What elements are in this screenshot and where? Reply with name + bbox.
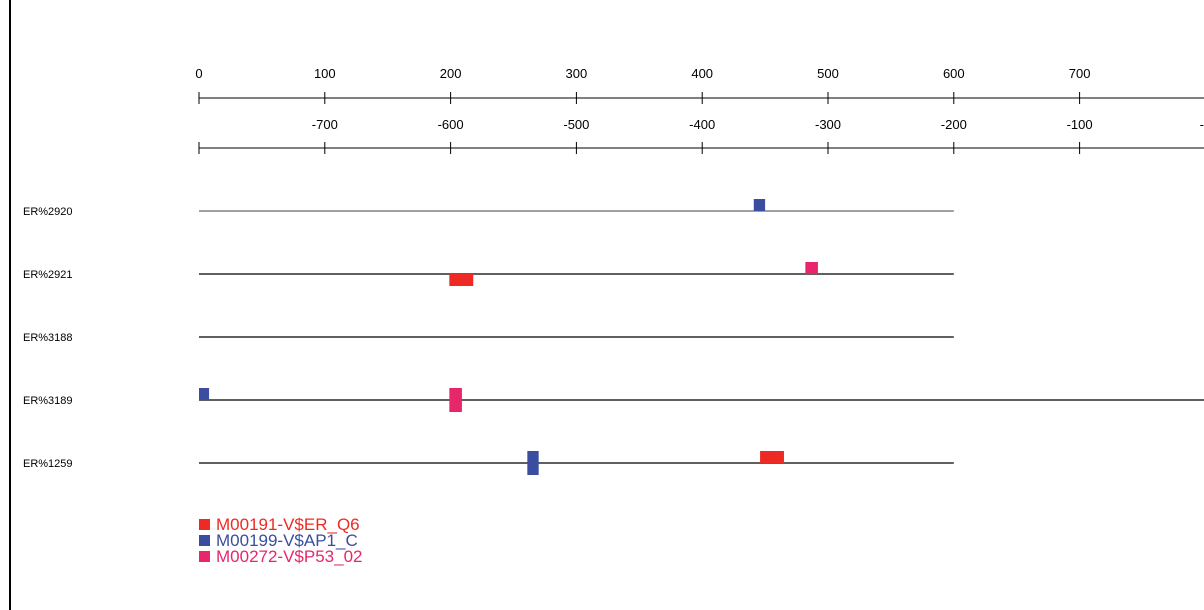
legend-label: M00199-V$AP1_C (216, 531, 358, 550)
legend: M00191-V$ER_Q6M00199-V$AP1_CM00272-V$P53… (199, 515, 363, 566)
sequence-track: ER%2920 (23, 199, 954, 218)
bottom-axis-tick-label: -200 (941, 117, 967, 132)
legend-label: M00191-V$ER_Q6 (216, 515, 360, 534)
sequence-label: ER%1259 (23, 458, 73, 470)
top-axis-tick-label: 500 (817, 66, 839, 81)
bottom-axis-tick-label: -100 (1067, 117, 1093, 132)
binding-site (753, 199, 766, 211)
top-axis: 0 100 200 300 400 500 600 700 (195, 66, 1204, 104)
bottom-axis: -700 -600 -500 -400 -300 -200 -100 -0 (198, 117, 1204, 154)
sequence-track: ER%1259 (23, 451, 954, 475)
binding-site (449, 388, 462, 412)
binding-site (199, 388, 210, 400)
binding-site (449, 274, 474, 286)
legend-item: M00272-V$P53_02 (199, 547, 363, 566)
bottom-axis-tick-label: -0 (1200, 117, 1204, 132)
legend-swatch (199, 519, 210, 530)
sequence-track: ER%2921 (23, 262, 954, 286)
top-axis-tick-label: 0 (195, 66, 202, 81)
sequence-track: ER%3188 (23, 332, 954, 344)
bottom-axis-tick-label: -500 (563, 117, 589, 132)
top-axis-tick-label: 400 (691, 66, 713, 81)
binding-site (760, 451, 784, 463)
sequence-label: ER%2920 (23, 206, 73, 218)
bottom-axis-tick-label: -400 (689, 117, 715, 132)
sequence-label: ER%3188 (23, 332, 73, 344)
top-axis-tick-label: 300 (566, 66, 588, 81)
legend-swatch (199, 535, 210, 546)
bottom-axis-tick-label: -600 (438, 117, 464, 132)
bottom-axis-tick-label: -300 (815, 117, 841, 132)
sequence-label: ER%3189 (23, 395, 73, 407)
legend-swatch (199, 551, 210, 562)
sequence-tracks: ER%2920 ER%2921 ER%3188 ER%3189 ER%1259 (23, 199, 1204, 475)
bottom-axis-tick-label: -700 (312, 117, 338, 132)
legend-item: M00199-V$AP1_C (199, 531, 358, 550)
top-axis-tick-label: 200 (440, 66, 462, 81)
binding-site (805, 262, 818, 274)
legend-label: M00272-V$P53_02 (216, 547, 363, 566)
top-axis-tick-label: 600 (943, 66, 965, 81)
sequence-track: ER%3189 (23, 388, 1204, 412)
top-axis-tick-label: 700 (1069, 66, 1091, 81)
top-axis-tick-label: 100 (314, 66, 336, 81)
sequence-label: ER%2921 (23, 269, 73, 281)
binding-site (527, 451, 539, 475)
legend-item: M00191-V$ER_Q6 (199, 515, 360, 534)
